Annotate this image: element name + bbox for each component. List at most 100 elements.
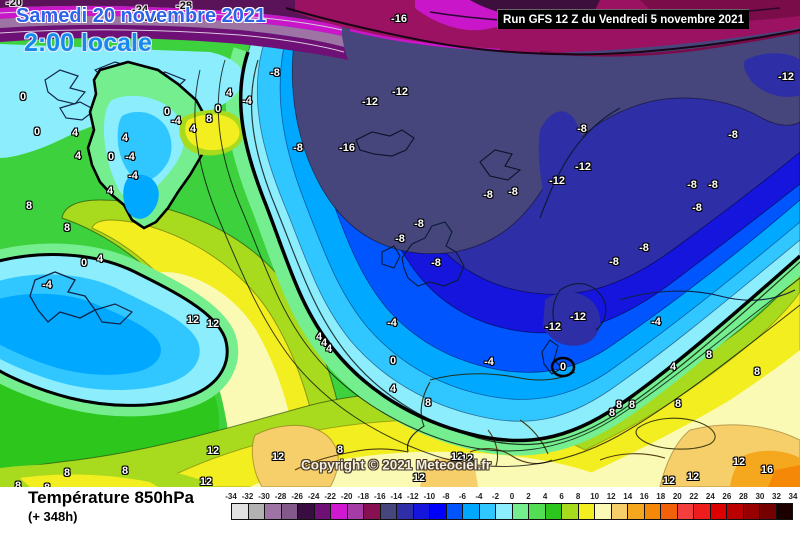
colorbar-tick: 26 bbox=[722, 492, 732, 501]
temp-value-label: 16 bbox=[760, 464, 774, 476]
temp-value-label: -12 bbox=[392, 86, 408, 98]
colorbar-cell bbox=[248, 504, 265, 519]
model-run-info-box: Run GFS 12 Z du Vendredi 5 novembre 2021 bbox=[497, 9, 749, 29]
temp-value-label: -4 bbox=[42, 279, 52, 291]
temp-value-label: -4 bbox=[125, 151, 135, 163]
temp-value-label: -12 bbox=[778, 71, 794, 83]
temp-value-label: 12 bbox=[450, 451, 464, 463]
colorbar-cell bbox=[413, 504, 430, 519]
temp-value-label: 8 bbox=[753, 366, 761, 378]
temp-value-label: 0 bbox=[19, 91, 27, 103]
temp-value-label: -4 bbox=[387, 317, 397, 329]
colorbar-tick: -6 bbox=[458, 492, 466, 501]
temp-value-label: -24 bbox=[132, 4, 148, 16]
temp-value-label: 12 bbox=[412, 472, 426, 484]
temp-value-label: 8 bbox=[205, 113, 213, 125]
colorbar-tick: 30 bbox=[755, 492, 765, 501]
colorbar-cell bbox=[545, 504, 562, 519]
colorbar-cell bbox=[578, 504, 595, 519]
temp-value-label: -8 bbox=[270, 67, 280, 79]
valid-time-label: 2:00 locale bbox=[24, 29, 152, 57]
colorbar-tick: -28 bbox=[274, 492, 287, 501]
temp-value-label: 4 bbox=[669, 361, 677, 373]
colorbar-tick: 8 bbox=[575, 492, 581, 501]
colorbar-cell bbox=[776, 504, 792, 519]
temp-value-label: -12 bbox=[570, 311, 586, 323]
colorbar-cell bbox=[496, 504, 513, 519]
colorbar-tick: 22 bbox=[689, 492, 699, 501]
temp-value-label: 4 bbox=[74, 150, 82, 162]
temp-value-label: 12 bbox=[206, 318, 220, 330]
temp-value-label: -4 bbox=[171, 115, 181, 127]
colorbar-cell bbox=[446, 504, 463, 519]
colorbar-tick: -32 bbox=[241, 492, 254, 501]
legend-footer: Température 850hPa (+ 348h) -34 -32 -30 -28… bbox=[0, 487, 800, 533]
temp-value-label: -20 bbox=[6, 0, 22, 9]
colorbar-cell bbox=[694, 504, 711, 519]
colorbar-cell bbox=[710, 504, 727, 519]
colorbar-tick: 24 bbox=[705, 492, 715, 501]
temperature-colorbar: -34 -32 -30 -28 -26 -24 -22 -20 -18 -16 -14 -12 -10-… bbox=[225, 492, 797, 526]
colorbar-tick: 14 bbox=[623, 492, 633, 501]
temp-value-label: 4 bbox=[389, 383, 397, 395]
temp-value-label: 8 bbox=[705, 349, 713, 361]
colorbar-cell bbox=[298, 504, 315, 519]
colorbar-tick: -12 bbox=[407, 492, 419, 501]
temp-value-label: -16 bbox=[391, 13, 407, 25]
temp-value-label: -8 bbox=[483, 189, 493, 201]
colorbar-tick: -34 bbox=[225, 492, 237, 501]
colorbar-tick: 18 bbox=[656, 492, 666, 501]
temp-value-label: 4 bbox=[320, 337, 328, 349]
colorbar-cell bbox=[232, 504, 249, 519]
colorbar-tick: 0 bbox=[509, 492, 515, 501]
temp-value-label: -4 bbox=[484, 356, 494, 368]
colorbar-cell bbox=[281, 504, 298, 519]
colorbar-cell bbox=[380, 504, 397, 519]
temp-value-label: 4 bbox=[96, 253, 104, 265]
colorbar-cell bbox=[463, 504, 480, 519]
colorbar-tick: 28 bbox=[738, 492, 748, 501]
temp-value-label: -28 bbox=[176, 0, 192, 12]
temp-value-label: -8 bbox=[293, 142, 303, 154]
colorbar-cell bbox=[265, 504, 282, 519]
temp-value-label: 12 bbox=[199, 476, 213, 488]
colorbar-tick: -26 bbox=[291, 492, 303, 501]
temp-value-label: 0 bbox=[80, 257, 88, 269]
temp-value-label: 0 bbox=[214, 103, 222, 115]
temp-value-label: -12 bbox=[575, 161, 591, 173]
cold-zones bbox=[239, 0, 800, 441]
colorbar-tick: -22 bbox=[324, 492, 336, 501]
colorbar-cell bbox=[529, 504, 546, 519]
temp-value-label: 0 bbox=[107, 151, 115, 163]
colorbar-tick-labels: -34 -32 -30 -28 -26 -24 -22 -20 -18 -16 -14 -12 -10-… bbox=[225, 492, 797, 503]
temp-value-label: 4 bbox=[225, 87, 233, 99]
temp-value-label: -8 bbox=[431, 257, 441, 269]
colorbar-cell bbox=[562, 504, 579, 519]
valid-date-label: Samedi 20 novembre 2021 bbox=[16, 5, 267, 27]
greenland bbox=[86, 60, 244, 230]
colorbar-tick: 4 bbox=[542, 492, 548, 501]
temp-value-label: 4 bbox=[325, 343, 333, 355]
temp-value-label: -8 bbox=[639, 242, 649, 254]
colorbar-tick: -8 bbox=[442, 492, 450, 501]
colorbar-cell bbox=[347, 504, 364, 519]
colorbar-tick: -24 bbox=[307, 492, 320, 501]
model-run-info-text: Run GFS 12 Z du Vendredi 5 novembre 2021 bbox=[503, 13, 744, 26]
zero-pocket-denmark bbox=[550, 356, 576, 378]
temp-value-label: -8 bbox=[728, 129, 738, 141]
colorbar-cell bbox=[430, 504, 447, 519]
temp-value-label: -8 bbox=[609, 256, 619, 268]
temp-value-label: -8 bbox=[692, 202, 702, 214]
temp-value-label: -4 bbox=[242, 95, 252, 107]
forecast-lead-time: (+ 348h) bbox=[28, 509, 78, 524]
temp-value-label: 12 bbox=[271, 451, 285, 463]
temp-value-label: 12 bbox=[732, 456, 746, 468]
temp-value-label: 8 bbox=[121, 465, 129, 477]
colorbar-tick: 6 bbox=[559, 492, 564, 501]
temp-value-label: -4 bbox=[651, 316, 661, 328]
colorbar-cell bbox=[512, 504, 529, 519]
colorbar-cell bbox=[727, 504, 744, 519]
parameter-title: Température 850hPa bbox=[28, 488, 194, 507]
temp-value-label: 4 bbox=[106, 185, 114, 197]
